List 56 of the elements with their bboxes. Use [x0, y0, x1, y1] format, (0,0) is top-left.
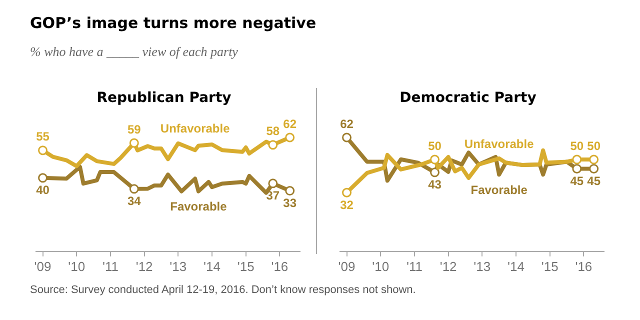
x-tick-label: '16 — [575, 258, 592, 274]
series-label: Favorable — [470, 182, 528, 197]
point — [38, 146, 48, 156]
x-tick-label: '09 — [338, 258, 356, 274]
data-label: 43 — [428, 178, 442, 192]
data-label: 40 — [36, 183, 50, 198]
data-label: 45 — [570, 174, 584, 188]
data-label: 50 — [587, 138, 601, 153]
chart-title: Republican Party — [96, 90, 232, 106]
point — [589, 154, 599, 164]
point — [268, 178, 278, 188]
point — [129, 184, 139, 194]
x-tick-label: '09 — [34, 258, 52, 274]
point — [342, 188, 352, 198]
point — [129, 138, 139, 148]
data-label: 45 — [587, 174, 601, 188]
point — [285, 186, 295, 196]
text: GOP’s image turns more negative — [30, 14, 316, 32]
x-tick-label: '10 — [68, 258, 86, 274]
x-tick-label: '12 — [136, 258, 153, 274]
point — [285, 132, 295, 142]
point — [572, 154, 582, 164]
data-label: 33 — [283, 196, 297, 210]
text: % who have a _____ view of each party — [30, 44, 238, 60]
series-label: Unfavorable — [464, 136, 534, 151]
x-tick-label: '14 — [204, 258, 220, 274]
data-label: 32 — [340, 198, 354, 212]
x-tick-label: '12 — [440, 258, 457, 274]
point — [430, 168, 440, 178]
data-label: 58 — [266, 124, 280, 138]
series-label: Favorable — [170, 200, 228, 214]
x-tick-label: '15 — [541, 258, 558, 274]
point — [268, 140, 278, 150]
x-tick-label: '13 — [170, 258, 187, 274]
point — [38, 173, 48, 183]
point — [342, 132, 352, 142]
x-tick-label: '10 — [372, 258, 390, 274]
data-label: 59 — [127, 122, 142, 136]
x-tick-label: '11 — [406, 258, 422, 274]
x-tick-label: '14 — [508, 258, 524, 274]
chart-title: Democratic Party — [400, 90, 536, 106]
data-label: 50 — [570, 138, 584, 153]
data-label: 50 — [428, 138, 442, 153]
x-tick-label: '16 — [271, 258, 288, 274]
data-label: 55 — [36, 130, 50, 144]
x-tick-label: '13 — [474, 258, 491, 274]
point — [572, 164, 582, 174]
point — [430, 154, 440, 164]
data-label: 62 — [283, 116, 297, 131]
data-label: 62 — [340, 116, 354, 131]
point — [589, 164, 599, 174]
x-tick-label: '11 — [102, 258, 118, 274]
source-note: Source: Survey conducted April 12-19, 2016. Don’t know responses not shown. — [30, 284, 416, 296]
x-tick-label: '15 — [237, 258, 254, 274]
data-label: 34 — [127, 194, 142, 208]
series-label: Unfavorable — [160, 122, 230, 136]
